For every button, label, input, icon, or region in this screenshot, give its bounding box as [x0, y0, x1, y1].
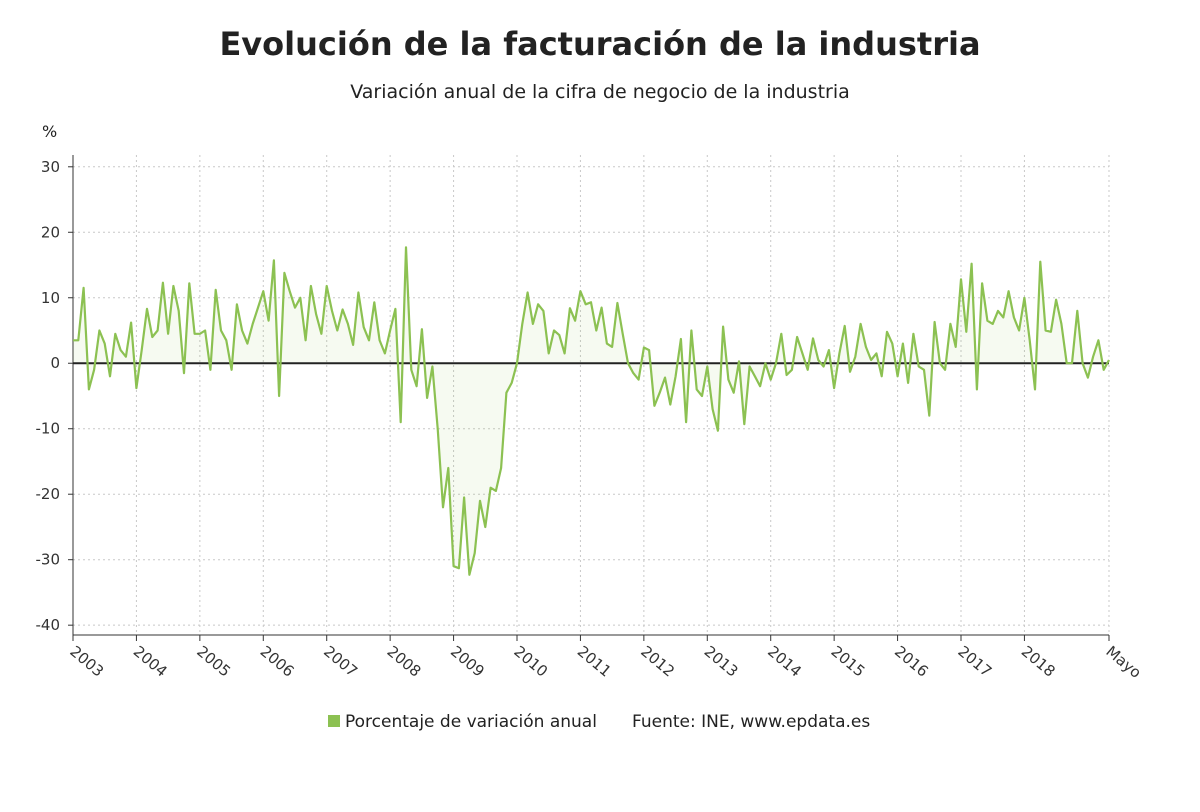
data-line	[73, 246, 1110, 576]
x-tick-label: 2007	[320, 642, 361, 680]
x-tick-label: 2016	[891, 642, 932, 680]
x-tick-label: 2004	[130, 642, 171, 680]
y-tick-label: 10	[41, 289, 60, 307]
x-tick-label: 2006	[257, 642, 298, 680]
x-tick-label: 2009	[447, 642, 488, 680]
x-tick-label: Mayo	[1102, 642, 1144, 682]
source-note: Fuente: INE, www.epdata.es	[632, 712, 870, 732]
x-tick-label: 2015	[828, 642, 869, 680]
x-tick-label: 2011	[574, 642, 615, 680]
y-tick-label: 0	[50, 354, 60, 372]
x-tick-label: 2008	[384, 642, 425, 680]
legend-label: Porcentaje de variación anual	[345, 712, 597, 732]
y-tick-label: -20	[36, 485, 61, 503]
x-tick-label: 2003	[66, 642, 107, 680]
x-tick-label: 2005	[193, 642, 234, 680]
x-tick-label: 2018	[1018, 642, 1059, 680]
y-tick-label: -30	[36, 551, 61, 569]
y-axis-label: %	[42, 122, 57, 141]
x-tick-label: 2013	[701, 642, 742, 680]
x-tick-label: 2012	[637, 642, 678, 680]
y-tick-label: -10	[36, 420, 61, 438]
y-tick-label: 30	[41, 158, 60, 176]
area-fill	[73, 247, 1109, 575]
y-tick-label: 20	[41, 223, 60, 241]
chart-title: Evolución de la facturación de la indust…	[219, 25, 980, 63]
x-tick-label: 2010	[510, 642, 551, 680]
y-tick-label: -40	[36, 616, 61, 634]
chart-subtitle: Variación anual de la cifra de negocio d…	[350, 81, 850, 103]
x-tick-label: 2014	[764, 642, 805, 680]
x-tick-label: 2017	[954, 642, 995, 680]
legend-swatch	[328, 715, 340, 727]
